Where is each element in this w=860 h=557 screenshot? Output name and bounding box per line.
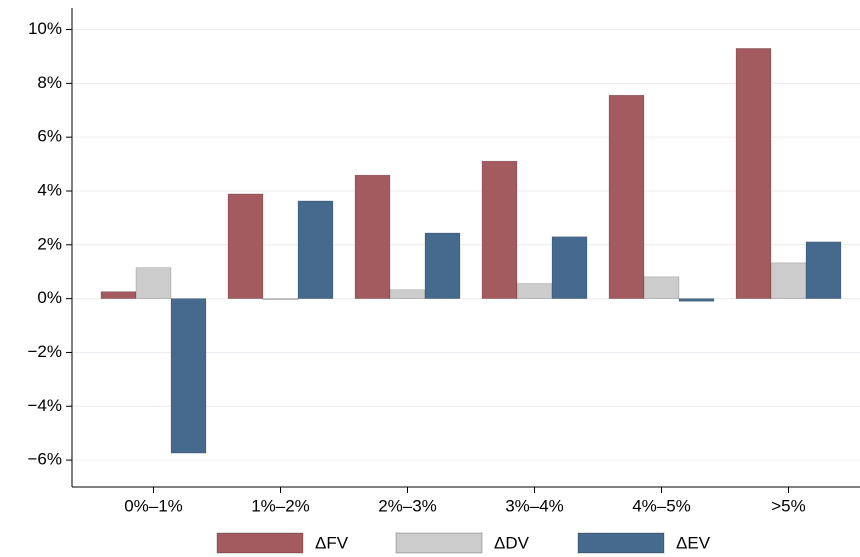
x-tick-label: 2%–3% [378, 496, 437, 515]
bar [100, 291, 137, 299]
y-tick-label: 0% [37, 288, 62, 307]
y-tick-label: 2% [37, 234, 62, 253]
bar [735, 48, 772, 299]
y-tick-label: 4% [37, 180, 62, 199]
bar [608, 94, 645, 299]
x-tick-label: 1%–2% [251, 496, 310, 515]
bar [135, 267, 172, 299]
bar [170, 298, 207, 454]
legend-label: ΔEV [676, 533, 711, 552]
x-tick-label: 3%–4% [505, 496, 564, 515]
legend-swatch [216, 532, 304, 554]
bar [805, 241, 842, 299]
bar [678, 298, 715, 302]
y-tick-label: −4% [28, 396, 63, 415]
y-tick-label: −2% [28, 342, 63, 361]
x-tick-label: 0%–1% [124, 496, 183, 515]
y-tick-label: −6% [28, 450, 63, 469]
bar [354, 174, 391, 299]
bar [297, 200, 334, 299]
bar [424, 232, 461, 299]
legend-label: ΔDV [494, 533, 530, 552]
y-tick-label: 6% [37, 127, 62, 146]
bar [389, 289, 426, 299]
bar [227, 193, 264, 299]
y-tick-label: 10% [28, 19, 62, 38]
legend-swatch [395, 532, 483, 554]
legend-swatch [577, 532, 665, 554]
bar [262, 298, 299, 300]
bar [770, 262, 807, 299]
x-tick-label: >5% [771, 496, 806, 515]
bar [481, 160, 518, 299]
bar [516, 283, 553, 299]
y-tick-label: 8% [37, 73, 62, 92]
x-tick-label: 4%–5% [632, 496, 691, 515]
legend-label: ΔFV [315, 533, 349, 552]
bar [551, 236, 588, 299]
bar [643, 276, 680, 299]
